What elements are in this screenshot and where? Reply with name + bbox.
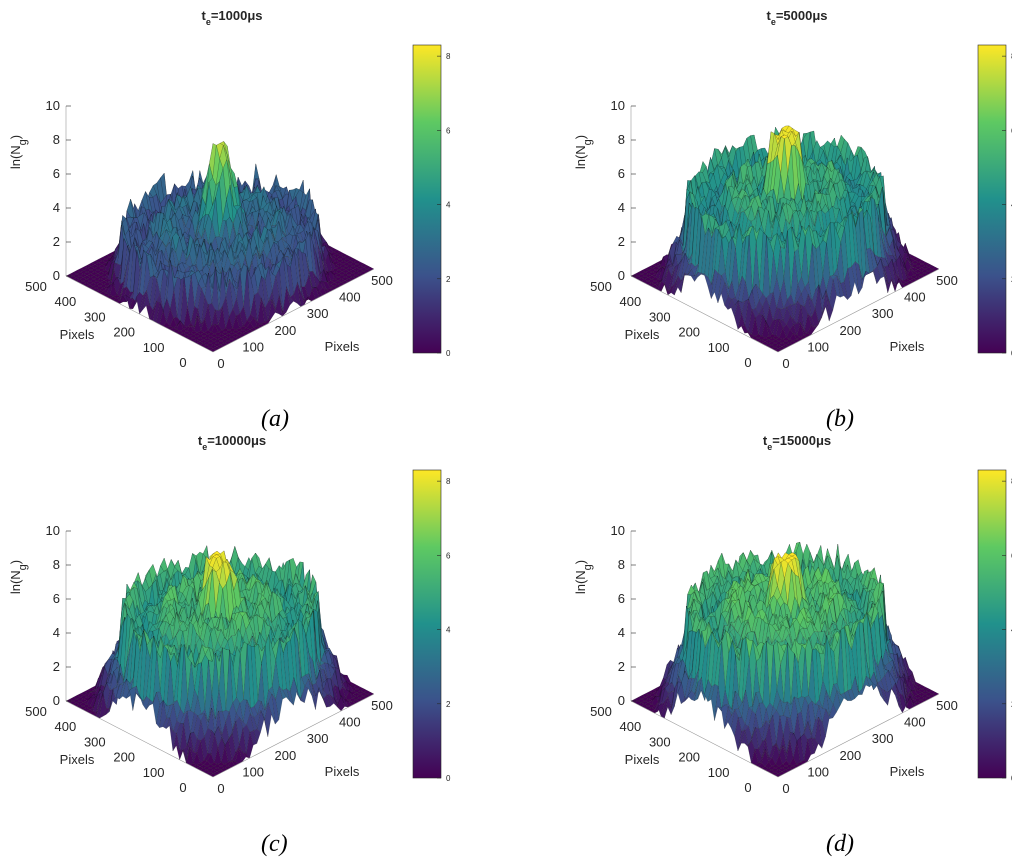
z-tick-label: 10 [611, 98, 625, 113]
right-tick-label: 400 [904, 290, 926, 305]
left-tick-label: 100 [708, 340, 730, 355]
z-tick-label: 2 [53, 234, 60, 249]
right-axis-line [212, 268, 375, 353]
z-axis-label: ln(Ng) [8, 135, 29, 169]
left-tick-label: 200 [678, 325, 700, 340]
z-axis-ticks: 0 2 4 6 8 10 [46, 98, 71, 283]
colorbar-tick-label: 2 [446, 275, 451, 284]
right-tick-label: 500 [936, 273, 958, 288]
colorbar-tick-label: 8 [446, 52, 451, 61]
surface-plot: te=5000μs ln(Ng) 0 2 4 6 8 10 0 100 200 300 400 50… [573, 8, 1012, 371]
z-tick-label: 8 [53, 132, 60, 147]
left-tick-label: 100 [143, 340, 165, 355]
left-tick-label: 400 [620, 294, 642, 309]
subplot-c: te=10000μs ln(Ng) 0 2 4 6 8 10 0 100 200 300 400 5… [0, 425, 506, 855]
right-tick-label: 0 [782, 356, 789, 371]
right-tick-label: 0 [217, 356, 224, 371]
z-tick-label: 2 [618, 234, 625, 249]
colorbar-tick-label: 0 [446, 349, 451, 358]
right-axis-line [777, 268, 940, 353]
z-tick-label: 0 [53, 268, 60, 283]
z-tick-label: 0 [618, 268, 625, 283]
subplot-b: te=5000μs ln(Ng) 0 2 4 6 8 10 0 100 200 300 400 50… [565, 0, 1012, 430]
colorbar-tick-label: 4 [446, 201, 451, 210]
left-tick-label: 0 [179, 355, 186, 370]
left-axis-line [630, 275, 779, 353]
right-tick-label: 300 [307, 306, 329, 321]
left-axis-line [65, 275, 214, 353]
axes-box [65, 106, 375, 353]
left-tick-label: 200 [113, 325, 135, 340]
right-tick-label: 200 [840, 323, 862, 338]
right-axis-ticks: 0 100 200 300 400 500 [782, 273, 957, 371]
plot-title: te=1000μs [201, 8, 262, 27]
z-tick-label: 10 [46, 98, 60, 113]
right-tick-label: 300 [872, 306, 894, 321]
colorbar [412, 44, 442, 354]
z-axis-label: ln(Ng) [573, 135, 594, 169]
left-tick-label: 500 [25, 279, 47, 294]
colorbar-ticks: 0 2 4 6 8 [437, 52, 451, 358]
subplot-a: te=1000μs ln(Ng) 0 2 4 6 8 10 0 100 200 300 400 50… [0, 0, 506, 430]
left-tick-label: 0 [744, 355, 751, 370]
right-tick-label: 500 [371, 273, 393, 288]
right-tick-label: 400 [339, 290, 361, 305]
surface-mesh [65, 141, 375, 353]
z-tick-label: 8 [618, 132, 625, 147]
plot-title: te=5000μs [766, 8, 827, 27]
left-axis-label: Pixels [625, 327, 660, 342]
left-tick-label: 500 [590, 279, 612, 294]
right-axis-label: Pixels [890, 339, 925, 354]
surface-mesh [630, 125, 940, 353]
z-tick-label: 4 [53, 200, 60, 215]
left-tick-label: 300 [84, 309, 106, 324]
left-axis-label: Pixels [60, 327, 95, 342]
z-tick-label: 4 [618, 200, 625, 215]
right-tick-label: 200 [275, 323, 297, 338]
right-axis-ticks: 0 100 200 300 400 500 [217, 273, 392, 371]
axes-box [630, 106, 940, 353]
z-tick-label: 6 [618, 166, 625, 181]
colorbar [977, 44, 1007, 354]
z-axis-ticks: 0 2 4 6 8 10 [611, 98, 636, 283]
left-axis-ticks: 0 100 200 300 400 500 [25, 279, 186, 370]
left-tick-label: 400 [55, 294, 77, 309]
left-axis-ticks: 0 100 200 300 400 500 [590, 279, 751, 370]
right-tick-label: 100 [807, 339, 829, 354]
colorbar-tick-label: 6 [446, 126, 451, 135]
z-tick-label: 6 [53, 166, 60, 181]
left-tick-label: 300 [649, 309, 671, 324]
right-axis-label: Pixels [325, 339, 360, 354]
surface-mesh [65, 545, 375, 778]
right-tick-label: 100 [242, 339, 264, 354]
